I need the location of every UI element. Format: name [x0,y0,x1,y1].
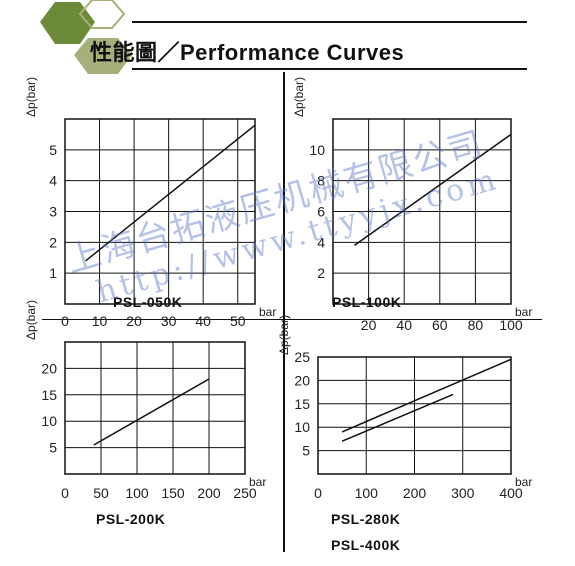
model-name-psl-400k: PSL-400K [331,537,401,553]
y-axis-label: Δp(bar) [24,300,38,340]
x-tick-label: 200 [197,485,221,501]
horizontal-divider [42,319,542,320]
y-tick-label: 4 [317,234,325,250]
model-name-psl-050k: PSL-050K [113,294,183,310]
series-line-2 [341,393,454,442]
x-axis-label: bar [249,475,266,489]
x-tick-label: 20 [361,317,377,333]
series-line-1 [341,358,512,433]
header-top-rule [132,21,527,23]
x-tick-label: 10 [92,313,108,329]
series-line-1 [93,378,210,446]
x-tick-label: 0 [61,313,69,329]
y-tick-label: 5 [49,142,57,158]
model-name-psl-280k: PSL-280K [331,511,401,527]
model-name-psl-100k: PSL-100K [332,294,402,310]
x-tick-label: 400 [499,485,523,501]
plot-frame [64,341,246,475]
x-tick-label: 100 [499,317,523,333]
x-tick-label: 200 [403,485,427,501]
y-tick-label: 20 [41,360,57,376]
y-tick-label: 6 [317,204,325,220]
chart-svg: 0 10 20 30 40 50 1 2 3 4 5 Δp(bar) bar [24,77,276,329]
x-tick-label: 20 [126,313,142,329]
x-axis-label: bar [515,475,532,489]
y-tick-label: 2 [49,234,57,250]
x-tick-label: 50 [230,313,246,329]
header-bottom-rule [132,68,527,70]
x-tick-label: 100 [125,485,149,501]
chart-psl-100k: 20 40 60 80 100 2 4 6 8 10 Δp(bar) bar [285,75,575,333]
y-tick-label: 10 [294,419,310,435]
y-tick-label: 2 [317,265,325,281]
header: 性能圖／Performance Curves [0,0,575,75]
x-tick-label: 60 [432,317,448,333]
y-tick-label: 10 [309,142,325,158]
x-tick-label: 300 [451,485,475,501]
x-tick-label: 250 [233,485,257,501]
y-tick-label: 5 [49,440,57,456]
series-line-1 [85,124,256,262]
x-tick-label: 40 [195,313,211,329]
vertical-divider [283,72,285,552]
chart-psl-280k-400k: 0 100 200 300 400 5 10 15 20 25 Δp(bar) bar [277,315,575,502]
x-tick-label: 150 [161,485,185,501]
x-axis-label: bar [259,305,276,319]
chart-psl-050k: 0 10 20 30 40 50 1 2 3 4 5 Δp(bar) bar [0,75,285,329]
chart-svg: 20 40 60 80 100 2 4 6 8 10 Δp(bar) bar [292,77,532,333]
y-tick-label: 10 [41,413,57,429]
y-tick-label: 3 [49,204,57,220]
x-tick-label: 0 [314,485,322,501]
y-tick-label: 15 [294,396,310,412]
series-line-1 [353,133,512,247]
x-tick-label: 50 [93,485,109,501]
y-tick-label: 15 [41,387,57,403]
y-tick-label: 25 [294,349,310,365]
y-tick-label: 20 [294,372,310,388]
x-axis-label: bar [515,305,532,319]
model-name-psl-200k: PSL-200K [96,511,166,527]
x-tick-label: 30 [161,313,177,329]
y-axis-label: Δp(bar) [24,77,38,117]
chart-psl-200k: 0 50 100 150 200 250 5 10 15 20 Δp(bar) bar [0,300,285,502]
page-title: 性能圖／Performance Curves [90,40,405,65]
x-tick-label: 0 [61,485,69,501]
x-tick-label: 100 [355,485,379,501]
y-tick-label: 4 [49,173,57,189]
y-tick-label: 1 [49,265,57,281]
y-axis-label: Δp(bar) [292,77,306,117]
y-tick-label: 8 [317,173,325,189]
hexagon-logo-icon [40,0,132,74]
x-tick-label: 80 [468,317,484,333]
x-tick-label: 40 [396,317,412,333]
y-tick-label: 5 [302,443,310,459]
y-axis-label: Δp(bar) [277,315,291,355]
